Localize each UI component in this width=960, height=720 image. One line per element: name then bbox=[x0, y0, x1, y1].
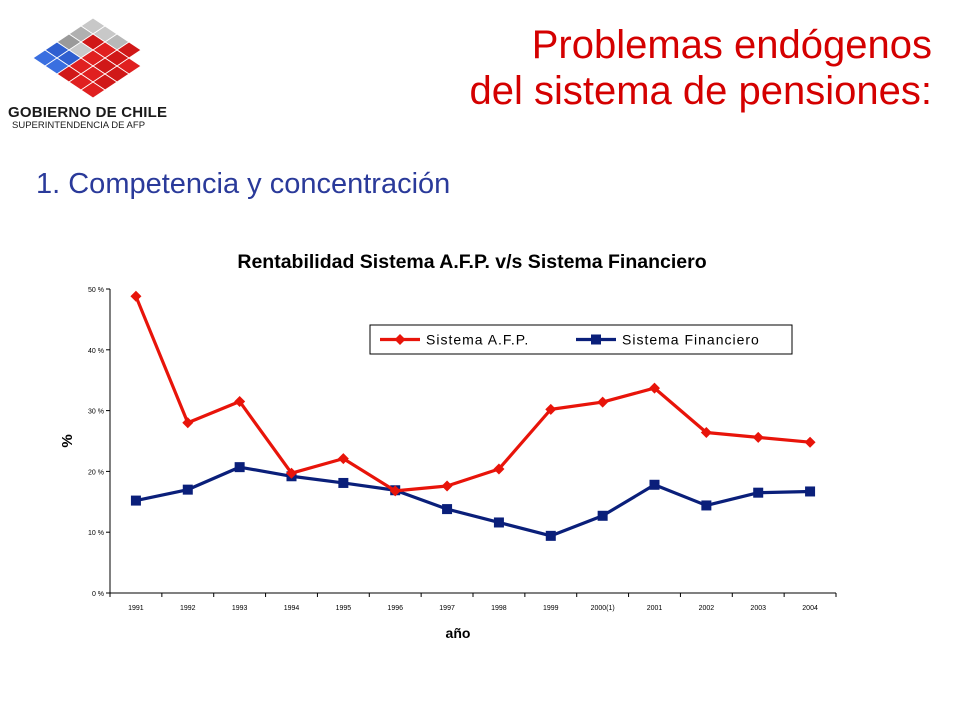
data-point-afp bbox=[130, 290, 142, 302]
chart-series bbox=[130, 290, 816, 541]
legend-swatch-marker bbox=[591, 334, 601, 345]
data-point-financiero bbox=[442, 504, 453, 515]
data-point-financiero bbox=[753, 487, 764, 498]
data-point-afp bbox=[441, 480, 453, 492]
data-point-afp bbox=[804, 436, 816, 448]
data-point-financiero bbox=[338, 477, 349, 488]
logo-cube bbox=[80, 81, 106, 99]
y-axis-label: % bbox=[59, 434, 76, 447]
x-tick-label: 1997 bbox=[439, 605, 455, 612]
data-point-financiero bbox=[545, 530, 556, 541]
x-tick-label: 1994 bbox=[284, 605, 300, 612]
x-tick-label: 1995 bbox=[336, 605, 352, 612]
page-title-line-1: Problemas endógenos bbox=[531, 23, 932, 67]
data-point-afp bbox=[493, 463, 505, 475]
x-tick-label: 1999 bbox=[543, 605, 559, 612]
x-tick-label: 1998 bbox=[491, 605, 507, 612]
series-line-afp bbox=[134, 295, 811, 493]
data-point-financiero bbox=[182, 484, 193, 495]
data-point-financiero bbox=[701, 500, 712, 511]
line-chart: Rentabilidad Sistema A.F.P. v/s Sistema … bbox=[59, 251, 837, 641]
x-tick-label: 2003 bbox=[750, 605, 766, 612]
data-point-afp bbox=[597, 396, 609, 408]
x-tick-label: 2004 bbox=[802, 605, 818, 612]
section-subtitle: 1. Competencia y concentración bbox=[36, 168, 451, 200]
data-point-afp bbox=[234, 395, 246, 407]
data-point-financiero bbox=[234, 462, 245, 473]
data-point-afp bbox=[545, 403, 557, 415]
legend-label: Sistema Financiero bbox=[622, 332, 760, 348]
x-tick-label: 1992 bbox=[180, 605, 196, 612]
page-title: Problemas endógenos del sistema de pensi… bbox=[470, 22, 933, 114]
data-point-financiero bbox=[649, 479, 660, 490]
series-line-financiero bbox=[135, 465, 811, 538]
y-tick-label: 10 % bbox=[88, 530, 104, 537]
x-tick-label: 1993 bbox=[232, 605, 248, 612]
legend-label: Sistema A.F.P. bbox=[426, 332, 529, 348]
y-tick-label: 0 % bbox=[92, 591, 104, 598]
data-point-afp bbox=[389, 485, 401, 497]
data-point-afp bbox=[337, 453, 349, 465]
data-point-afp bbox=[752, 431, 764, 443]
data-point-financiero bbox=[597, 510, 608, 521]
data-point-financiero bbox=[130, 495, 141, 506]
data-point-financiero bbox=[493, 517, 504, 528]
chart-legend: Sistema A.F.P. Sistema Financiero bbox=[369, 324, 793, 355]
x-tick-label: 2001 bbox=[647, 605, 663, 612]
data-point-financiero bbox=[805, 486, 816, 497]
legend-box bbox=[369, 324, 793, 355]
logo-text: GOBIERNO DE CHILE SUPERINTENDENCIA DE AF… bbox=[8, 104, 183, 131]
x-tick-label: 2002 bbox=[699, 605, 715, 612]
data-point-afp bbox=[286, 467, 297, 479]
logo-title: GOBIERNO DE CHILE bbox=[8, 104, 168, 121]
legend-swatch-marker bbox=[394, 334, 406, 345]
y-tick-label: 50 % bbox=[88, 287, 104, 294]
x-axis-label: año bbox=[446, 625, 471, 641]
data-point-afp bbox=[649, 382, 660, 394]
x-tick-label: 1991 bbox=[128, 605, 144, 612]
data-point-afp bbox=[182, 417, 194, 429]
chart-axes: 0 % 10 % 20 % 30 % 40 % 50 % 1991 1992 1993 1994 1… bbox=[88, 287, 837, 612]
data-point-afp bbox=[700, 426, 712, 438]
chart-title: Rentabilidad Sistema A.F.P. v/s Sistema … bbox=[237, 251, 706, 273]
y-tick-label: 40 % bbox=[88, 348, 104, 355]
page-title-line-2: del sistema de pensiones: bbox=[469, 69, 933, 113]
x-tick-label: 1996 bbox=[387, 605, 403, 612]
logo-subtitle: SUPERINTENDENCIA DE AFP bbox=[12, 120, 146, 131]
y-tick-label: 30 % bbox=[88, 409, 104, 416]
x-tick-label: 2000(1) bbox=[591, 605, 615, 612]
gobierno-de-chile-logo bbox=[32, 17, 142, 99]
y-tick-label: 20 % bbox=[88, 469, 104, 476]
